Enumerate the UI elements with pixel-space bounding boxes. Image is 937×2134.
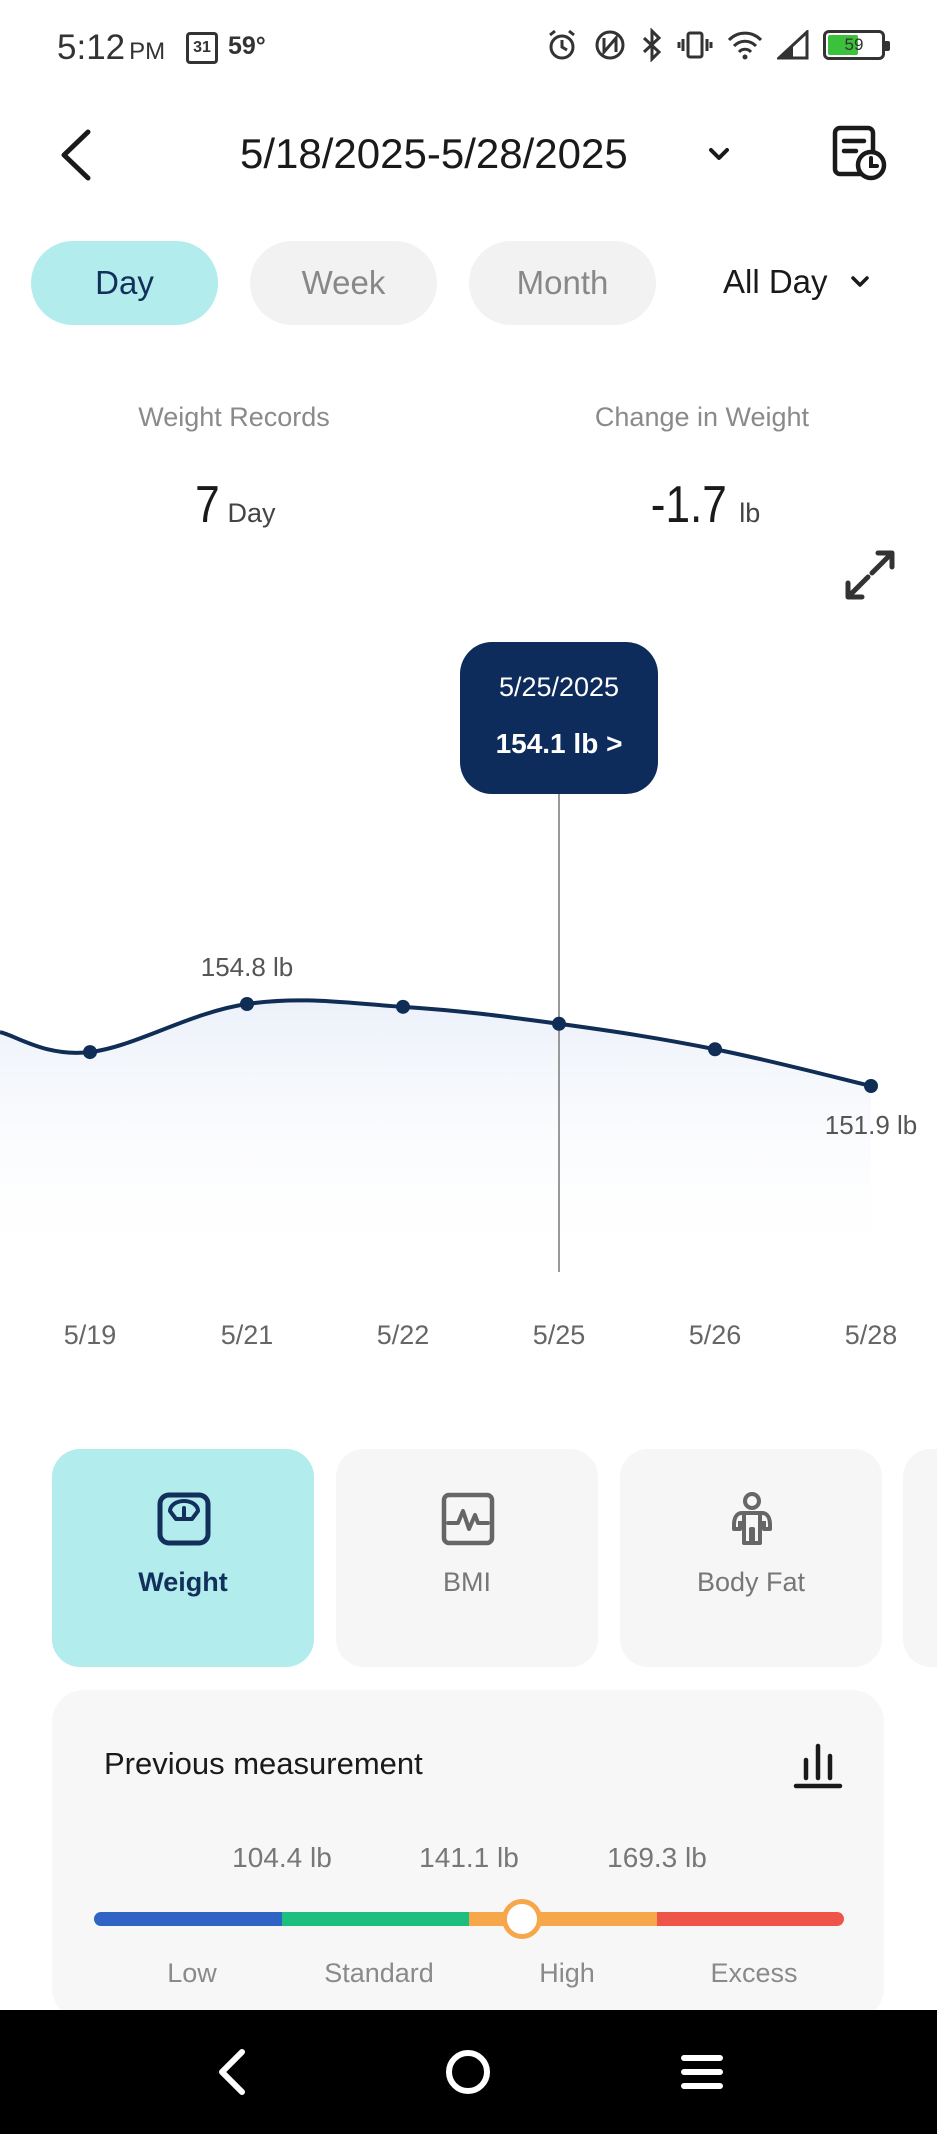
range-segment-low	[94, 1912, 282, 1926]
chart-x-tick-label: 5/25	[533, 1320, 586, 1350]
threshold-low-standard: 104.4 lb	[232, 1842, 332, 1873]
change-value: -1.7 lb	[562, 475, 842, 535]
records-label: Weight Records	[138, 402, 330, 432]
battery-level: 59	[844, 35, 864, 54]
pulse-icon	[441, 1492, 495, 1546]
chart-x-tick-label: 5/22	[377, 1320, 430, 1350]
calendar-icon: 31	[186, 32, 218, 64]
expand-icon[interactable]	[840, 545, 900, 605]
current-weight-marker	[501, 1899, 542, 1939]
chart-tooltip[interactable]	[460, 642, 658, 794]
period-tabs: Day Week Month All Day	[31, 241, 911, 325]
scale-icon	[157, 1492, 211, 1546]
metric-card-bmi[interactable]: BMI	[336, 1449, 598, 1667]
weight-range-bar	[94, 1912, 844, 1926]
back-button[interactable]	[52, 128, 102, 182]
change-label: Change in Weight	[594, 402, 810, 432]
records-unit: Day	[227, 498, 276, 528]
alarm-icon	[549, 29, 575, 60]
chart-area-fill	[0, 1000, 871, 1280]
metric-card-body-fat[interactable]: Body Fat	[620, 1449, 882, 1667]
nav-home-button[interactable]	[436, 2040, 500, 2104]
chevron-down-icon[interactable]	[705, 140, 733, 168]
date-range-selector[interactable]: 5/18/2025-5/28/2025	[240, 130, 628, 177]
time-filter-label: All Day	[723, 263, 828, 300]
nfc-icon	[595, 30, 625, 60]
bar-chart-icon[interactable]	[792, 1740, 844, 1790]
chart-point[interactable]	[552, 1016, 566, 1031]
previous-measurement-panel: Previous measurement 104.4 lb 141.1 lb 1…	[52, 1690, 884, 2020]
chart-tooltip-date: 5/25/2025	[499, 672, 619, 702]
status-icons: 59	[545, 28, 890, 62]
metric-card-weight[interactable]: Weight	[52, 1449, 314, 1667]
signal-icon	[777, 30, 809, 60]
tab-week[interactable]: Week	[250, 241, 437, 325]
range-label-high: High	[539, 1958, 595, 1988]
chart-min-label: 151.9 lb	[825, 1110, 918, 1140]
tab-month[interactable]: Month	[469, 241, 656, 325]
weight-chart[interactable]: 154.8 lb 151.9 lb 5/19 5/21 5/22 5/25 5/26 5/28…	[0, 640, 937, 1360]
chart-x-tick-label: 5/28	[845, 1320, 898, 1350]
records-value: 7 Day	[94, 475, 374, 535]
range-label-excess: Excess	[710, 1958, 798, 1988]
system-nav-bar	[0, 2010, 937, 2134]
status-clock: 5:12	[57, 28, 126, 67]
chart-x-tick-label: 5/21	[221, 1320, 274, 1350]
metric-card-next[interactable]	[903, 1449, 937, 1667]
records-count: 7	[194, 476, 220, 534]
range-label-low: Low	[167, 1958, 217, 1988]
wifi-icon	[727, 31, 763, 60]
header: 5/18/2025-5/28/2025	[0, 110, 937, 200]
status-ampm: PM	[129, 38, 166, 65]
range-label-standard: Standard	[324, 1958, 434, 1988]
chart-point[interactable]	[864, 1079, 878, 1093]
metric-cards: Weight BMI Body Fat	[0, 1449, 937, 1667]
metric-card-label: Weight	[138, 1567, 228, 1597]
chart-tooltip-value[interactable]: 154.1 lb >	[496, 728, 623, 759]
time-filter-dropdown[interactable]: All Day	[723, 263, 872, 301]
range-segment-high	[469, 1912, 657, 1926]
change-unit: lb	[739, 498, 761, 528]
chart-point[interactable]	[83, 1045, 97, 1060]
threshold-standard-high: 141.1 lb	[419, 1842, 519, 1873]
chart-x-tick-label: 5/26	[689, 1320, 742, 1350]
chart-point[interactable]	[708, 1042, 722, 1057]
bluetooth-icon	[642, 28, 662, 62]
temperature: 59°	[228, 32, 266, 60]
previous-measurement-title: Previous measurement	[104, 1746, 423, 1781]
range-segment-excess	[656, 1912, 844, 1926]
body-icon	[732, 1492, 772, 1545]
threshold-high-excess: 169.3 lb	[607, 1842, 707, 1873]
status-bar: 5:12 PM 31 59° 59	[0, 0, 937, 96]
history-report-button[interactable]	[830, 124, 888, 182]
battery-fill	[828, 35, 859, 55]
chart-x-tick-label: 5/19	[64, 1320, 117, 1350]
nav-menu-button[interactable]	[670, 2040, 734, 2104]
tab-day[interactable]: Day	[31, 241, 218, 325]
vibrate-icon	[677, 31, 713, 59]
range-segment-standard	[281, 1912, 469, 1926]
change-amount: -1.7	[650, 476, 727, 534]
battery-icon: 59	[823, 30, 890, 60]
chart-point[interactable]	[240, 997, 254, 1011]
chart-point[interactable]	[396, 999, 410, 1014]
nav-back-button[interactable]	[202, 2040, 266, 2104]
metric-card-label: BMI	[442, 1567, 491, 1597]
status-time: 5:12 PM	[57, 28, 165, 68]
chart-max-label: 154.8 lb	[201, 952, 294, 982]
chevron-down-icon	[850, 276, 869, 287]
metric-card-label: Body Fat	[696, 1567, 806, 1597]
